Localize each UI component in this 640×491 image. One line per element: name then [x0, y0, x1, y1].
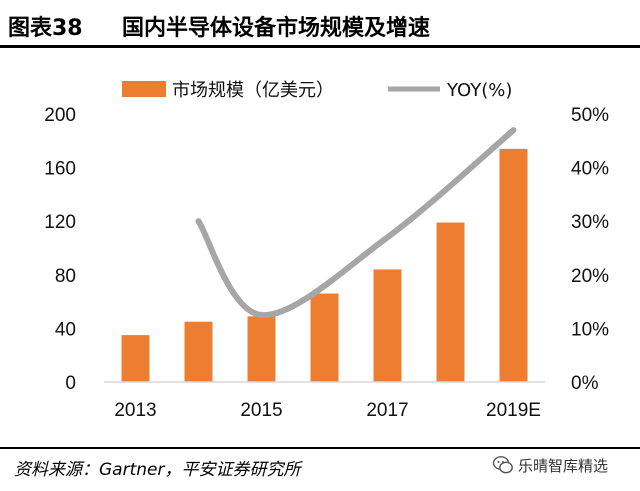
x-axis-tick-label: 2019E: [486, 400, 541, 421]
chart-svg: 市场规模（亿美元） YOY(%) 0 40 80 120 160 200 0% 10% 20%…: [44, 80, 609, 421]
right-axis-tick-label: 10%: [571, 319, 609, 340]
legend-bar-label: 市场规模（亿美元）: [172, 80, 334, 101]
watermark-text: 乐晴智库精选: [518, 456, 609, 475]
right-axis-tick-label: 30%: [571, 212, 609, 233]
figure-label: 图表38: [8, 16, 83, 41]
right-axis-tick-label: 50%: [571, 105, 609, 126]
figure-header: 图表38 国内半导体设备市场规模及增速: [0, 0, 640, 48]
left-axis-tick-label: 120: [44, 212, 76, 233]
legend-line-label: YOY(%): [446, 80, 512, 101]
yoy-series-line: [195, 127, 517, 319]
left-axis-tick-label: 40: [55, 319, 76, 340]
legend: 市场规模（亿美元） YOY(%): [122, 80, 512, 101]
left-axis-tick-label: 160: [44, 159, 76, 180]
bar-2019E: [499, 148, 528, 382]
wechat-icon: [492, 456, 513, 474]
legend-bar-swatch: [122, 81, 166, 97]
right-axis-tick-label: 20%: [571, 266, 609, 287]
bar-2014: [184, 321, 213, 382]
bar-2015: [247, 316, 276, 382]
left-axis-tick-label: 200: [44, 105, 76, 126]
x-axis-tick-label: 2013: [114, 400, 156, 421]
right-axis-tick-label: 40%: [571, 159, 609, 180]
bar-2017: [373, 269, 402, 382]
x-axis-tick-label: 2015: [240, 400, 282, 421]
bar-2018: [436, 222, 465, 382]
source-note: 资料来源：Gartner，平安证券研究所: [14, 460, 301, 480]
right-axis-tick-label: 0%: [571, 373, 599, 394]
bar-2013: [121, 335, 150, 382]
source-divider: [0, 447, 640, 449]
bar-2016: [310, 293, 339, 382]
figure-title: 国内半导体设备市场规模及增速: [122, 16, 431, 41]
watermark: 乐晴智库精选: [492, 454, 608, 476]
left-axis-tick-label: 0: [65, 373, 76, 394]
x-axis-tick-label: 2017: [366, 400, 408, 421]
left-axis-tick-label: 80: [55, 266, 76, 287]
